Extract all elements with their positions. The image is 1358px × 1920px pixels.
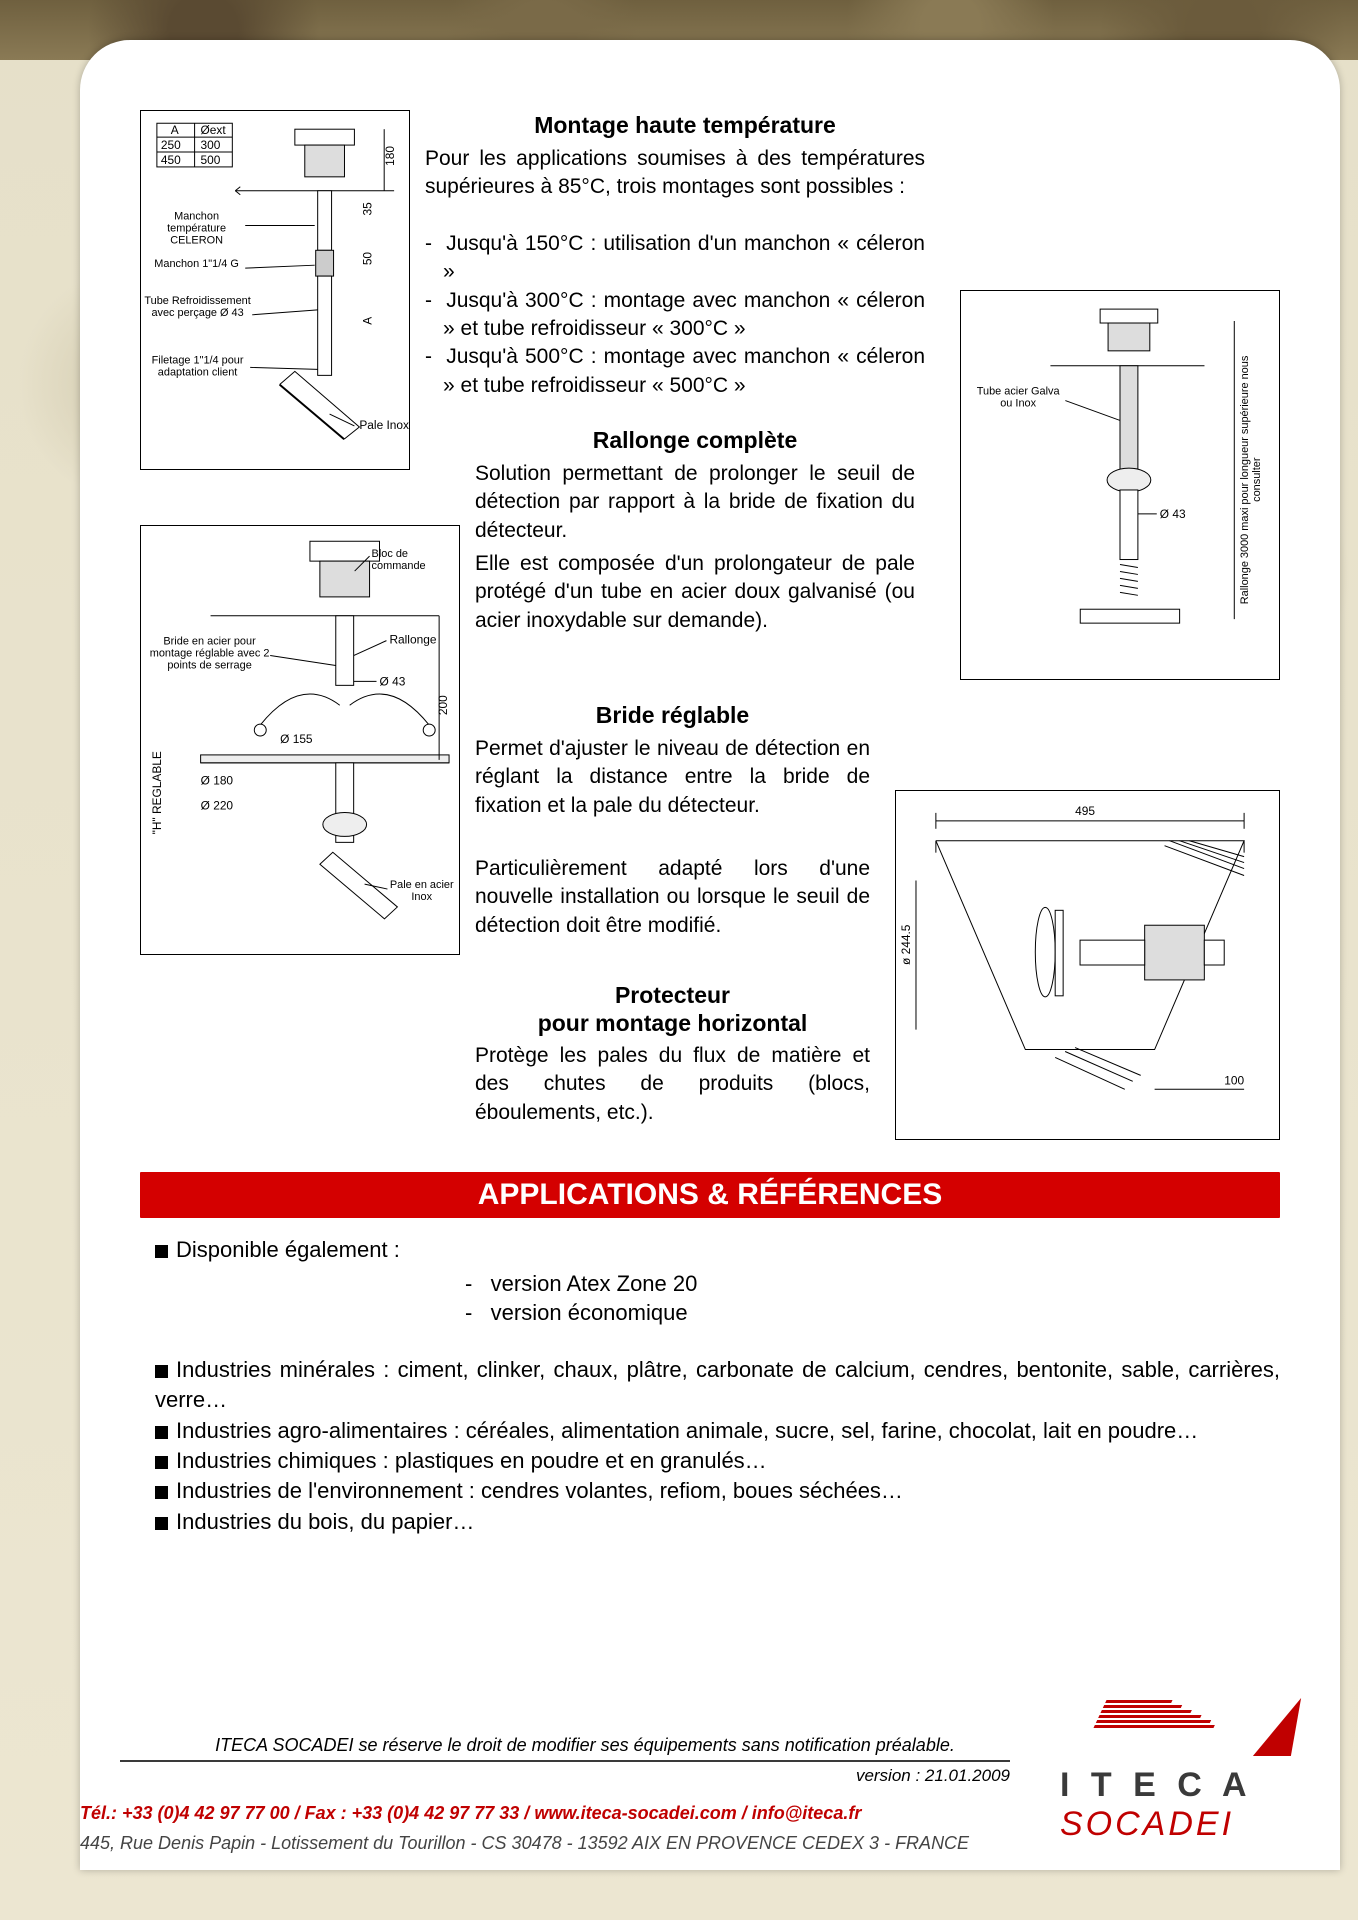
ind-5: Industries du bois, du papier…: [155, 1507, 1280, 1537]
ind-1: Industries minérales : ciment, clinker, …: [155, 1355, 1280, 1416]
section3-p2: Particulièrement adapté lors d'une nouve…: [475, 855, 870, 940]
d1-lab-g: Manchon 1"1/4 G: [147, 258, 246, 270]
ind-4: Industries de l'environnement : cendres …: [155, 1476, 1280, 1506]
section3-title: Bride réglable: [475, 700, 870, 731]
section3-p1: Permet d'ajuster le niveau de détection …: [475, 735, 870, 820]
d3-lab-d220: Ø 220: [201, 799, 234, 813]
avail-lead: Disponible également :: [155, 1235, 1255, 1265]
bullet-icon: [155, 1365, 168, 1378]
footer-contact: Tél.: +33 (0)4 42 97 77 00 / Fax : +33 (…: [80, 1803, 861, 1824]
bullet-icon: [155, 1426, 168, 1439]
section2-p2: Elle est composée d'un prolongateur de p…: [475, 550, 915, 635]
availability: Disponible également : - version Atex Zo…: [155, 1235, 1255, 1328]
ind-3: Industries chimiques : plastiques en pou…: [155, 1446, 1280, 1476]
bullet-icon: [155, 1245, 168, 1258]
page: A Øext 250 300 450 500 180 35: [80, 40, 1340, 1870]
section1-b1: - Jusqu'à 150°C : utilisation d'un manch…: [425, 230, 925, 287]
d1-lab-tube: Tube Refroidissement avec perçage Ø 43: [143, 295, 252, 319]
content-area: A Øext 250 300 450 500 180 35: [120, 110, 1300, 1840]
d3-lab-h: "H" REGLABLE: [150, 751, 164, 834]
section1-b2: - Jusqu'à 300°C : montage avec manchon «…: [425, 287, 925, 344]
d4-h: ø 244.5: [899, 924, 913, 965]
avail-item-1: - version Atex Zone 20: [155, 1269, 1255, 1299]
diagram-protecteur: 495 ø 244.5: [895, 790, 1280, 1140]
d1-th-o: Øext: [201, 123, 227, 137]
d3-lab-bride: Bride en acier pour montage réglable ave…: [145, 636, 274, 672]
footer-address: 445, Rue Denis Papin - Lotissement du To…: [80, 1833, 969, 1854]
logo-triangle: [1253, 1698, 1301, 1756]
section2-title: Rallonge complète: [475, 425, 915, 456]
d1-r1c0: 450: [161, 153, 181, 167]
d3-lab-pale: Pale en acier Inox: [389, 879, 454, 903]
section4-p1: Protège les pales du flux de matière et …: [475, 1042, 870, 1127]
bullet-icon: [155, 1486, 168, 1499]
footer-divider: [120, 1760, 1010, 1762]
banner-text: APPLICATIONS & RÉFÉRENCES: [478, 1178, 943, 1212]
bullet-icon: [155, 1517, 168, 1530]
logo: I T E C A SOCADEI: [1060, 1700, 1290, 1844]
diagram-montage-haute-temp: A Øext 250 300 450 500 180 35: [140, 110, 410, 470]
d1-r0c1: 300: [201, 138, 221, 152]
footer-version: version : 21.01.2009: [760, 1766, 1010, 1786]
section1-bullets: - Jusqu'à 150°C : utilisation d'un manch…: [425, 230, 925, 400]
d2-lab-top: Tube acier Galva ou Inox: [971, 386, 1065, 410]
section4-title1: Protecteur: [475, 980, 870, 1011]
footer-sep: /: [742, 1803, 747, 1823]
d1-dim-180: 180: [383, 146, 397, 166]
d1-r1c1: 500: [201, 153, 221, 167]
industries-list: Industries minérales : ciment, clinker, …: [155, 1355, 1280, 1537]
diagram-bride-reglable: Bloc de commande Bride en acier pour mon…: [140, 525, 460, 955]
section1-b3: - Jusqu'à 500°C : montage avec manchon «…: [425, 343, 925, 400]
logo-text-socadei: SOCADEI: [1060, 1805, 1290, 1844]
d1-lab-filetage: Filetage 1"1/4 pour adaptation client: [143, 355, 252, 379]
d2-lab-right: Rallonge 3000 maxi pour longueur supérie…: [1239, 351, 1263, 609]
d1-lab-celeron: Manchon température CELERON: [147, 211, 246, 247]
d2-lab-diam: Ø 43: [1160, 507, 1186, 521]
footer-disclaimer: ITECA SOCADEI se réserve le droit de mod…: [160, 1735, 1010, 1756]
d3-lab-bloc: Bloc de commande: [372, 548, 453, 572]
d4-d: 100: [1224, 1073, 1244, 1087]
d1-lab-pale: Pale Inox: [359, 418, 409, 432]
bullet-icon: [155, 1456, 168, 1469]
d1-dim-50: 50: [360, 252, 374, 266]
d1-dim-a: A: [360, 317, 374, 325]
d1-r0c0: 250: [161, 138, 181, 152]
d3-lab-rallonge: Rallonge: [389, 633, 436, 647]
d1-th-a: A: [171, 123, 179, 137]
logo-stripes: [1093, 1700, 1226, 1728]
diagram-rallonge: Tube acier Galva ou Inox Ø 43 Rallonge 3…: [960, 290, 1280, 680]
d4-w: 495: [1075, 804, 1095, 818]
section1-intro: Pour les applications soumises à des tem…: [425, 145, 925, 202]
banner-applications: APPLICATIONS & RÉFÉRENCES: [140, 1172, 1280, 1218]
section2-p1: Solution permettant de prolonger le seui…: [475, 460, 915, 545]
footer-mail: info@iteca.fr: [752, 1803, 862, 1823]
logo-text-iteca: I T E C A: [1060, 1766, 1290, 1805]
footer-tel: Tél.: +33 (0)4 42 97 77 00 / Fax : +33 (…: [80, 1803, 529, 1823]
d1-dim-35: 35: [360, 202, 374, 216]
section4-title2: pour montage horizontal: [475, 1008, 870, 1039]
avail-item-2: - version économique: [155, 1298, 1255, 1328]
ind-2: Industries agro-alimentaires : céréales,…: [155, 1416, 1280, 1446]
d3-lab-200: 200: [436, 695, 450, 715]
d3-lab-d180: Ø 180: [201, 774, 234, 788]
d3-lab-d43: Ø 43: [380, 674, 406, 688]
section1-title: Montage haute température: [440, 110, 930, 141]
d3-lab-d155: Ø 155: [280, 732, 313, 746]
footer-web: www.iteca-socadei.com: [534, 1803, 736, 1823]
